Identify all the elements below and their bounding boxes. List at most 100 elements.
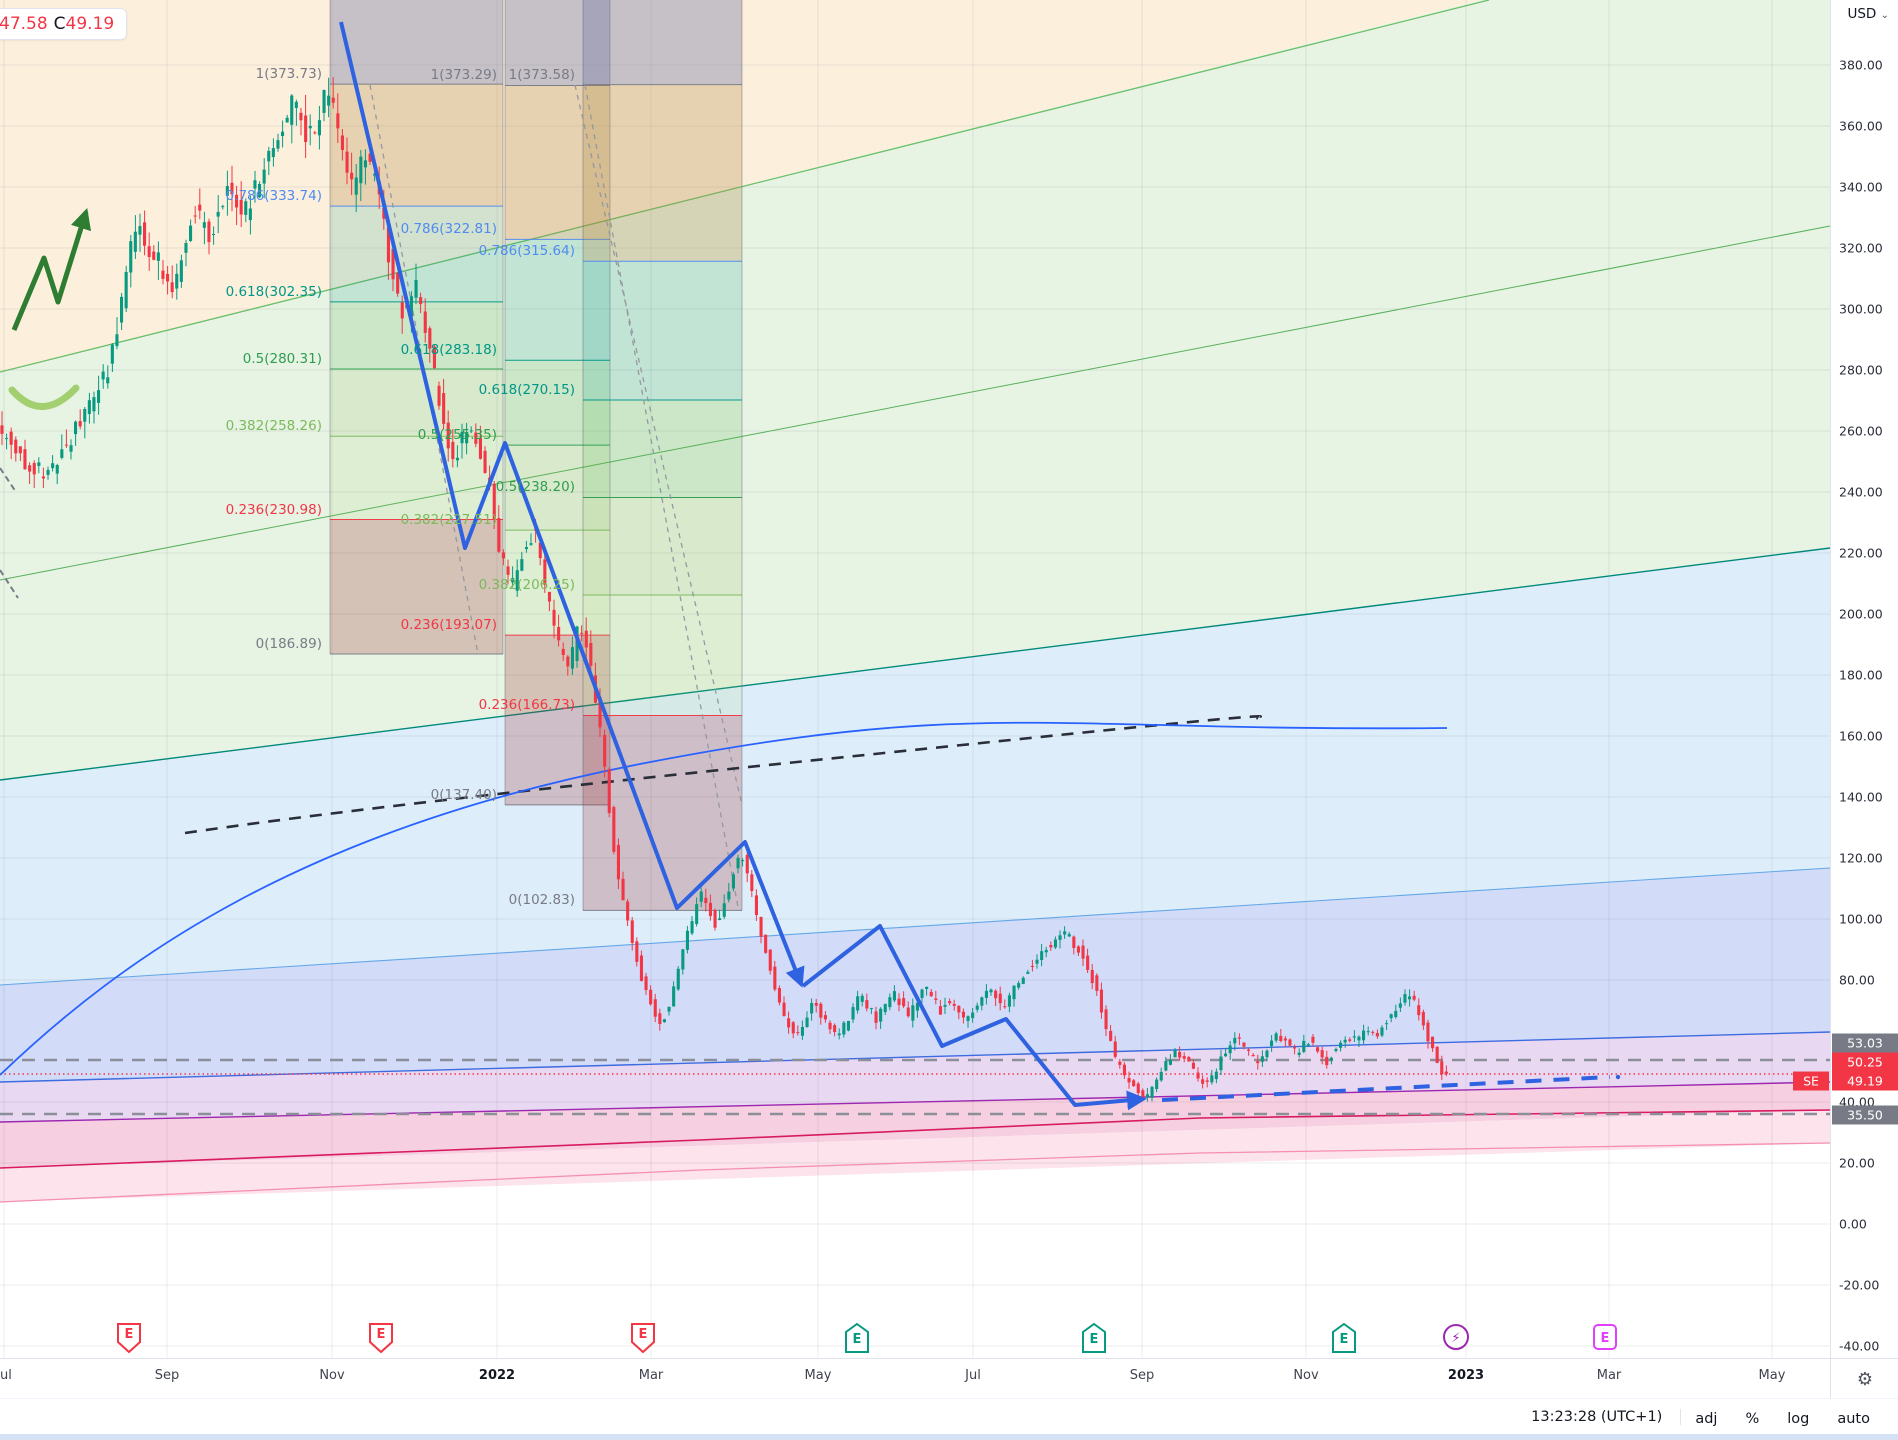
pink-band [0, 1082, 1830, 1168]
fib-label-set1-0.5: 0.5(280.31) [242, 351, 322, 368]
green-median [0, 225, 1831, 581]
green-arrow-drawing [11, 207, 92, 331]
ohlc-chip: 47.58 C49.19 [0, 8, 128, 40]
fib-label-set2-0.5: 0.5(255.35) [417, 427, 497, 444]
time-tick-label: Nov [319, 1368, 345, 1383]
fib-label-set3-1: 1(373.58) [508, 66, 575, 83]
time-tick-label: May [804, 1368, 832, 1383]
window-bottom-strip [0, 1434, 1898, 1440]
fib-label-set3-0: 0(102.83) [508, 892, 575, 909]
earnings-past-icon[interactable]: E [368, 1322, 394, 1354]
svg-text:E: E [377, 1327, 386, 1342]
time-tick-label: Sep [154, 1368, 180, 1383]
fib-label-set2-0.786: 0.786(322.81) [400, 221, 497, 238]
svg-text:E: E [1340, 1332, 1349, 1347]
pink-line [0, 1142, 1831, 1203]
fib-label-set3-0.618: 0.618(270.15) [478, 382, 575, 399]
time-tick-label: Jul [965, 1368, 981, 1383]
purple-line [0, 1081, 1831, 1123]
price-tick: 80.00 [1839, 972, 1875, 988]
ohlc-close-value: 49.19 [65, 14, 115, 34]
scale-button-percent[interactable]: % [1745, 1410, 1760, 1427]
earnings-past-icon[interactable]: E [116, 1322, 142, 1354]
split-icon[interactable]: ⚡ [1443, 1322, 1469, 1354]
currency-label: USD [1847, 6, 1877, 22]
fib-label-set3-0.382: 0.382(206.25) [478, 576, 575, 593]
fib-label-set2-0: 0(137.40) [430, 786, 497, 803]
fib-label-set3-0.236: 0.236(166.73) [478, 697, 575, 714]
scale-button-log[interactable]: log [1787, 1410, 1810, 1427]
time-axis[interactable]: Jul Sep Nov 2022 Mar May Jul Sep Nov 2023 Mar May [0, 1358, 1830, 1399]
lightpink-band [0, 1110, 1830, 1202]
time-tick-label: 2022 [478, 1368, 516, 1383]
green-swoosh-drawing [8, 384, 80, 410]
fib-label-set1-0.786: 0.786(333.74) [225, 188, 322, 205]
green-channel [0, 0, 1830, 780]
price-chip: 50.25 [1832, 1052, 1898, 1072]
time-tick-label: Mar [1596, 1368, 1622, 1383]
earnings-upcoming-icon[interactable]: E [1592, 1322, 1618, 1354]
time-tick-label: Jul [0, 1368, 12, 1383]
svg-text:E: E [1090, 1332, 1099, 1347]
fib-label-set2-0.618: 0.618(283.18) [400, 342, 497, 359]
earnings-beat-icon[interactable]: E [844, 1322, 870, 1354]
earnings-beat-icon[interactable]: E [1081, 1322, 1107, 1354]
scale-button-auto[interactable]: auto [1837, 1410, 1870, 1427]
svg-text:E: E [1601, 1331, 1610, 1346]
price-chip: 35.50 [1832, 1105, 1898, 1125]
scale-settings-button[interactable]: ⚙ [1830, 1358, 1898, 1399]
price-tick: 20.00 [1839, 1155, 1875, 1171]
fib-label-set2-0.236: 0.236(193.07) [400, 617, 497, 634]
scale-button-adj[interactable]: adj [1695, 1410, 1718, 1427]
fib-label-set2-1: 1(373.29) [430, 67, 497, 84]
time-tick-label: Mar [638, 1368, 664, 1383]
earnings-beat-icon[interactable]: E [1331, 1322, 1357, 1354]
price-tick: 0.00 [1839, 1216, 1867, 1232]
moving-average-line [0, 721, 1448, 1076]
black-dashed-trend [184, 715, 1262, 835]
lavender-band [0, 868, 1830, 1082]
time-tick-label: Sep [1129, 1368, 1155, 1383]
blue-wave-arrow-1 [339, 21, 805, 988]
price-tick: 280.00 [1839, 362, 1883, 378]
time-tick-label: Nov [1293, 1368, 1319, 1383]
svg-text:⚡: ⚡ [1451, 1331, 1460, 1346]
fib-label-set1-0.382: 0.382(258.26) [225, 418, 322, 435]
price-tick: 320.00 [1839, 240, 1883, 256]
fib-label-set1-0: 0(186.89) [255, 635, 322, 652]
price-tick: 380.00 [1839, 57, 1883, 73]
blue-upper [0, 867, 1831, 986]
blue-wave-arrow-2 [801, 924, 1147, 1111]
time-tick-label: 2023 [1447, 1368, 1485, 1383]
time-tick-label: May [1758, 1368, 1786, 1383]
price-tick: 300.00 [1839, 301, 1883, 317]
short-entry-badge: SE [1793, 1071, 1829, 1091]
price-tick: 220.00 [1839, 545, 1883, 561]
fib-label-set3-0.786: 0.786(315.64) [478, 243, 575, 260]
chevron-down-icon: ⌄ [1880, 10, 1889, 21]
price-tick: 120.00 [1839, 850, 1883, 866]
earnings-past-icon[interactable]: E [630, 1322, 656, 1354]
svg-text:E: E [853, 1332, 862, 1347]
price-axis[interactable]: USD ⌄ 380.00 360.00 340.00 320.00 300.00 280.… [1830, 0, 1898, 1358]
blue-lower [0, 1031, 1831, 1083]
price-tick: 240.00 [1839, 484, 1883, 500]
crimson-line [0, 1109, 1831, 1169]
price-tick: 140.00 [1839, 789, 1883, 805]
price-chip: 49.19 [1832, 1071, 1898, 1091]
price-chip: 53.03 [1832, 1033, 1898, 1053]
gear-icon: ⚙ [1856, 1368, 1874, 1390]
currency-selector[interactable]: USD ⌄ [1847, 6, 1889, 22]
ohlc-low-value: 47.58 [0, 14, 48, 34]
violet-band [0, 1032, 1830, 1122]
scale-buttons: adj% log auto [1681, 1408, 1884, 1427]
price-tick: 260.00 [1839, 423, 1883, 439]
svg-text:E: E [125, 1327, 134, 1342]
price-tick: 160.00 [1839, 728, 1883, 744]
price-tick: 340.00 [1839, 179, 1883, 195]
price-tick: 100.00 [1839, 911, 1883, 927]
price-tick: 360.00 [1839, 118, 1883, 134]
price-tick: -40.00 [1839, 1338, 1880, 1354]
